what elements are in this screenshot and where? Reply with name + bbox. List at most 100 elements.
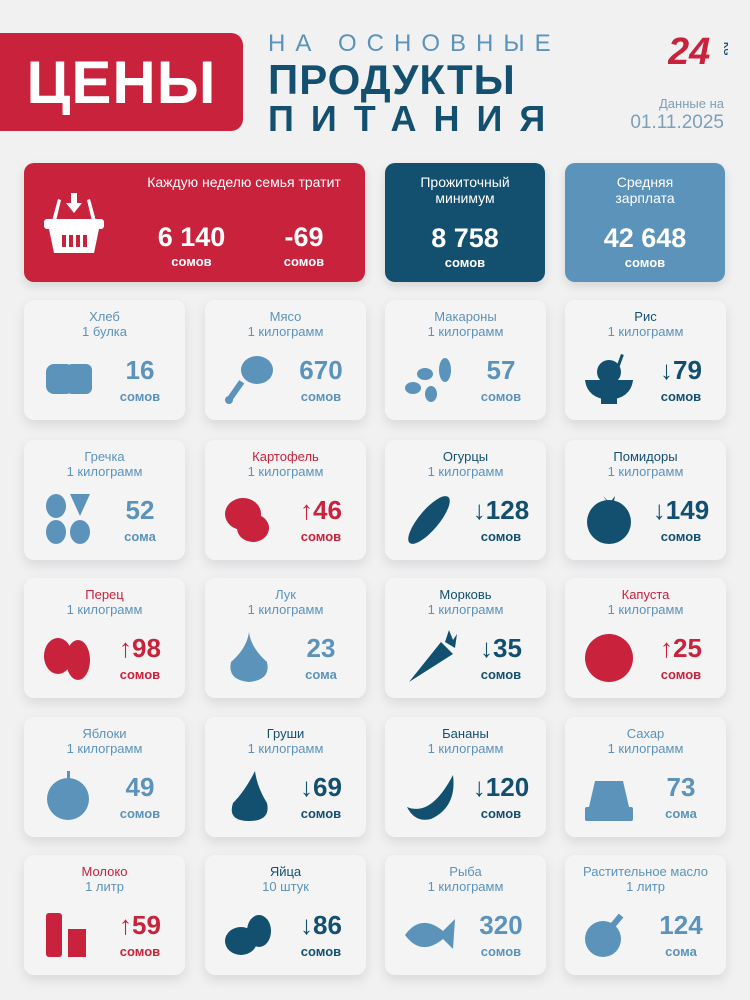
date-label: Данные на: [659, 96, 724, 111]
product-quantity: 10 штук: [262, 879, 309, 894]
sugar-icon: [585, 781, 633, 821]
product-name: Гречка: [84, 449, 125, 464]
product-price: 16: [125, 355, 155, 385]
product-card: Лук 1 килограмм 23 сома: [205, 578, 366, 698]
product-unit: сома: [665, 806, 697, 821]
title-banner: ЦЕНЫ: [0, 33, 243, 131]
product-card: Груши 1 килограмм ↓69 сомов: [205, 717, 366, 837]
product-name: Яйца: [269, 864, 302, 879]
product-name: Рыба: [449, 864, 482, 879]
weekly-change-value: -69: [284, 222, 324, 252]
product-price: ↑59: [119, 910, 161, 940]
product-name: Картофель: [252, 449, 319, 464]
eggs-icon: [225, 915, 271, 955]
product-unit: сома: [305, 667, 337, 682]
product-name: Перец: [85, 587, 124, 602]
product-unit: сомов: [660, 529, 702, 544]
carrot-icon: [409, 630, 457, 682]
product-price: 57: [486, 355, 516, 385]
product-price: ↓149: [652, 495, 710, 525]
product-unit: сомов: [480, 667, 522, 682]
apple-icon: [47, 771, 89, 820]
product-card: Гречка 1 килограмм 52 сома: [24, 440, 185, 560]
buckwheat-icon: [46, 494, 90, 544]
product-quantity: 1 килограмм: [427, 464, 504, 479]
product-card: Макароны 1 килограмм 57 сомов: [385, 300, 546, 420]
product-unit: сомов: [300, 944, 342, 959]
product-unit: сомов: [119, 806, 161, 821]
product-quantity: 1 килограмм: [427, 879, 504, 894]
product-name: Хлеб: [89, 309, 120, 324]
product-unit: сома: [665, 944, 697, 959]
product-unit: сомов: [480, 529, 522, 544]
product-name: Молоко: [81, 864, 128, 879]
product-unit: сомов: [119, 944, 161, 959]
product-name: Помидоры: [613, 449, 678, 464]
product-unit: сома: [124, 529, 156, 544]
product-price: ↓35: [480, 633, 522, 663]
product-card: Огурцы 1 килограмм ↓128 сомов: [385, 440, 546, 560]
salary-unit: сомов: [624, 255, 666, 270]
logo-24kg-icon: 24 KG: [668, 31, 728, 70]
product-name: Яблоки: [82, 726, 127, 741]
product-quantity: 1 килограмм: [247, 741, 324, 756]
product-quantity: 1 килограмм: [66, 464, 143, 479]
weekly-value: 6 140: [157, 222, 226, 252]
product-unit: сомов: [119, 667, 161, 682]
subtitle-line-1: НА ОСНОВНЫЕ: [268, 30, 561, 57]
product-quantity: 1 килограмм: [607, 602, 684, 617]
product-card: Капуста 1 килограмм ↑25 сомов: [565, 578, 726, 698]
product-unit: сомов: [300, 389, 342, 404]
product-name: Лук: [275, 587, 296, 602]
tomato-icon: [587, 496, 631, 544]
product-card: Яйца 10 штук ↓86 сомов: [205, 855, 366, 975]
product-name: Груши: [266, 726, 305, 741]
product-price: 73: [666, 772, 696, 802]
onion-icon: [230, 632, 268, 682]
product-price: 23: [306, 633, 336, 663]
product-unit: сомов: [480, 806, 522, 821]
date-value: 01.11.2025: [630, 112, 724, 133]
product-quantity: 1 килограмм: [66, 741, 143, 756]
product-quantity: 1 килограмм: [607, 741, 684, 756]
product-name: Морковь: [439, 587, 492, 602]
milk-icon: [46, 913, 86, 957]
product-quantity: 1 килограмм: [427, 324, 504, 339]
weekly-spending-card: Каждую неделю семья тратит 6 140 сомов -…: [24, 163, 365, 282]
average-salary-card: Средняя зарплата 42 648 сомов: [565, 163, 725, 282]
product-card: Рис 1 килограмм ↓79 сомов: [565, 300, 726, 420]
title: ЦЕНЫ: [26, 48, 217, 116]
product-price: 670: [299, 355, 343, 385]
fish-icon: [405, 919, 455, 949]
product-card: Морковь 1 килограмм ↓35 сомов: [385, 578, 546, 698]
product-name: Мясо: [269, 309, 302, 324]
rice-icon: [585, 353, 633, 404]
product-card: Помидоры 1 килограмм ↓149 сомов: [565, 440, 726, 560]
subtitle-line-2: ПРОДУКТЫ: [268, 56, 516, 103]
meat-icon: [225, 356, 273, 404]
product-price: ↓86: [300, 910, 342, 940]
product-price: 49: [125, 772, 155, 802]
product-card: Рыба 1 килограмм 320 сомов: [385, 855, 546, 975]
product-price: ↓128: [472, 495, 530, 525]
product-unit: сомов: [300, 529, 342, 544]
product-price: ↓79: [660, 355, 702, 385]
product-quantity: 1 килограмм: [66, 602, 143, 617]
product-card: Молоко 1 литр ↑59 сомов: [24, 855, 185, 975]
product-price: 320: [479, 910, 523, 940]
product-unit: сомов: [480, 944, 522, 959]
banana-icon: [407, 775, 454, 820]
pasta-icon: [405, 358, 451, 402]
product-quantity: 1 литр: [85, 879, 124, 894]
salary-value: 42 648: [603, 223, 687, 253]
subsistence-label: Прожиточный минимум: [420, 174, 510, 206]
product-card: Перец 1 килограмм ↑98 сомов: [24, 578, 185, 698]
product-name: Рис: [634, 309, 657, 324]
product-price: ↑25: [660, 633, 702, 663]
weekly-change-unit: сомов: [283, 254, 325, 269]
product-card: Мясо 1 килограмм 670 сомов: [205, 300, 366, 420]
weekly-unit: сомов: [171, 254, 212, 269]
product-name: Сахар: [626, 726, 665, 741]
product-name: Огурцы: [442, 449, 489, 464]
pepper-icon: [44, 638, 90, 680]
